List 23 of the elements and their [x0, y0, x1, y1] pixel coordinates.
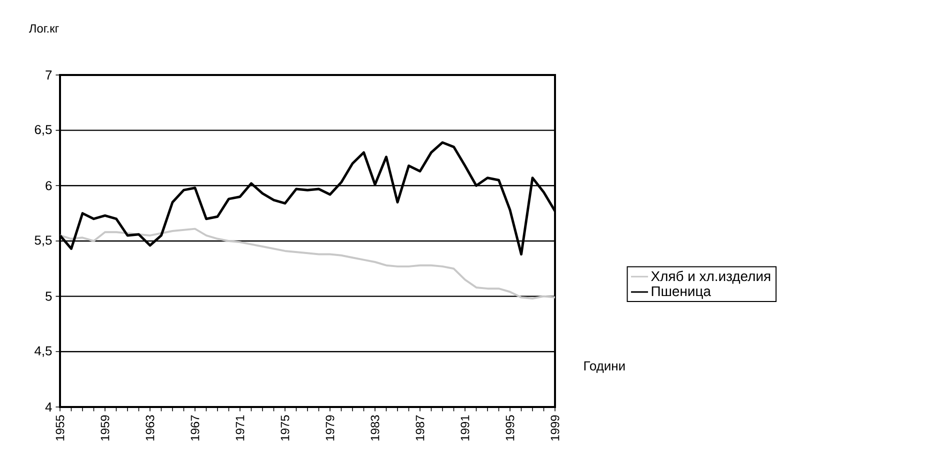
y-tick-label: 6,5 [34, 124, 52, 136]
x-axis-title: Години [584, 361, 625, 373]
x-tick-label: 1975 [280, 415, 290, 440]
x-tick-label: 1955 [56, 415, 64, 440]
x-tick-label: 1967 [190, 415, 200, 440]
x-tick-label: 1987 [416, 415, 424, 440]
x-tick-label: 1983 [370, 415, 380, 440]
x-tick-label: 1999 [550, 415, 560, 440]
x-tick-label: 1971 [236, 415, 244, 440]
y-tick-label: 4,5 [34, 346, 52, 357]
x-tick-label: 1995 [506, 415, 514, 440]
y-tick-label: 5 [46, 292, 52, 301]
y-tick-label: 6 [46, 181, 52, 190]
y-tick-label: 4 [45, 402, 52, 412]
x-tick-label: 1963 [146, 415, 154, 440]
x-tick-label: 1979 [326, 415, 334, 440]
legend-label: Пшеница [652, 286, 711, 299]
x-tick-label: 1959 [100, 415, 110, 440]
legend-label: Хляб и хл.изделия [651, 270, 770, 284]
y-axis-title: Лог.кг [28, 24, 59, 33]
y-tick-label: 5,5 [34, 236, 52, 246]
y-tick-label: 7 [46, 70, 52, 80]
x-tick-label: 1991 [460, 415, 470, 440]
